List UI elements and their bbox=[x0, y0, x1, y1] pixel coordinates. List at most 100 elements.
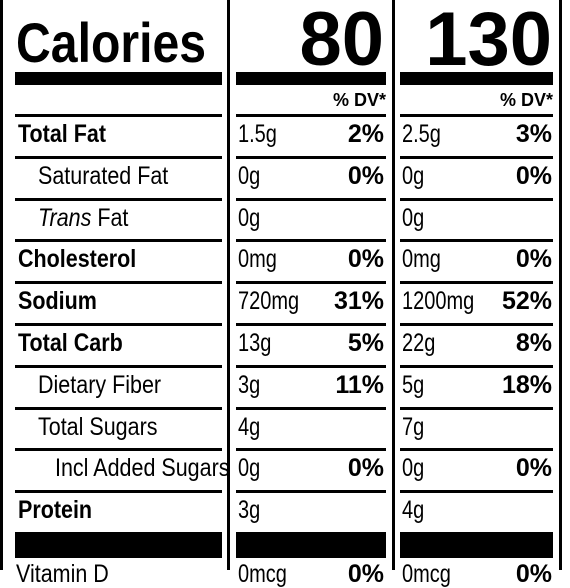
row-divider-header-2 bbox=[400, 114, 553, 117]
amount-serving-2-dietary-fiber: 5g bbox=[402, 370, 425, 399]
dv-serving-1-saturated-fat: 0% bbox=[347, 161, 384, 190]
amount-serving-1-total-sugars: 4g bbox=[238, 412, 261, 441]
vitamin-thick-rule bbox=[15, 532, 222, 558]
nutrient-name-text: Dietary Fiber bbox=[38, 370, 162, 399]
amount-serving-1-trans-fat: 0g bbox=[238, 203, 261, 232]
dv-serving-1-added-sugars: 0% bbox=[347, 454, 384, 483]
amount-serving-1-added-sugars: 0g bbox=[238, 454, 261, 483]
amount-serving-1-saturated-fat: 0g bbox=[238, 161, 261, 190]
dv-serving-1-sodium: 31% bbox=[333, 287, 384, 316]
row-divider-dietary-fiber-2 bbox=[400, 406, 553, 410]
nutrient-name-text: Total Fat bbox=[18, 120, 106, 148]
nutrient-name-total-fat: Total Fat bbox=[18, 122, 106, 147]
dv-serving-2-cholesterol: 0% bbox=[515, 245, 552, 274]
nutrient-name-trans-fat: Trans Fat bbox=[38, 203, 129, 232]
row-divider-added-sugars-0 bbox=[15, 490, 222, 494]
amount-serving-1-sodium: 720mg bbox=[238, 287, 300, 316]
row-divider-trans-fat-0 bbox=[15, 239, 222, 243]
dv-serving-2-total-carb: 8% bbox=[515, 329, 552, 357]
amount-serving-1-cholesterol: 0mg bbox=[238, 245, 277, 274]
dv-serving-1-total-carb: 5% bbox=[347, 329, 384, 357]
calories-thick-rule-col1 bbox=[236, 72, 386, 85]
nutrient-name-dietary-fiber: Dietary Fiber bbox=[38, 370, 162, 399]
nutrient-name-total-carb: Total Carb bbox=[18, 331, 123, 356]
left-border bbox=[0, 0, 3, 570]
amount-serving-2-saturated-fat: 0g bbox=[402, 161, 425, 190]
calories-value-serving-1: 80 bbox=[299, 0, 384, 82]
dv-serving-1-total-fat: 2% bbox=[347, 120, 384, 148]
calories-thick-rule-col2 bbox=[400, 72, 553, 85]
nutrient-name-sodium: Sodium bbox=[18, 289, 97, 314]
nutrient-name-text: Total Carb bbox=[18, 329, 123, 357]
amount-serving-2-total-fat: 2.5g bbox=[402, 120, 441, 148]
nutrient-name-cholesterol: Cholesterol bbox=[18, 247, 136, 272]
row-divider-trans-fat-1 bbox=[236, 239, 386, 243]
row-divider-cholesterol-0 bbox=[15, 281, 222, 285]
amount-serving-2-added-sugars: 0g bbox=[402, 454, 425, 483]
amount-serving-1-dietary-fiber: 3g bbox=[238, 370, 261, 399]
row-divider-sodium-1 bbox=[236, 323, 386, 326]
amount-serving-1-protein: 3g bbox=[238, 496, 261, 525]
dv-serving-2-sodium: 52% bbox=[501, 287, 552, 316]
row-divider-dietary-fiber-0 bbox=[15, 406, 222, 410]
dv-serving-1-dietary-fiber: 11% bbox=[335, 370, 384, 399]
amount-serving-2-total-carb: 22g bbox=[402, 329, 436, 357]
vitamin-d-label: Vitamin D bbox=[16, 560, 109, 588]
dv-serving-2-saturated-fat: 0% bbox=[515, 161, 552, 190]
nutrient-name-text: Sodium bbox=[18, 287, 97, 316]
nutrient-name-text: Fat bbox=[91, 203, 129, 232]
dv-serving-2-added-sugars: 0% bbox=[515, 454, 552, 483]
calories-label: Calories bbox=[16, 11, 207, 74]
amount-serving-2-trans-fat: 0g bbox=[402, 203, 425, 232]
nutrient-name-saturated-fat: Saturated Fat bbox=[38, 161, 169, 190]
column-divider-2 bbox=[392, 0, 395, 570]
vitamin-thick-rule-col2 bbox=[400, 532, 553, 558]
nutrient-name-total-sugars: Total Sugars bbox=[38, 412, 158, 441]
row-divider-added-sugars-1 bbox=[236, 490, 386, 494]
row-divider-total-fat-2 bbox=[400, 155, 553, 159]
row-divider-total-sugars-2 bbox=[400, 448, 553, 452]
nutrient-name-text: Incl Added Sugars bbox=[55, 454, 230, 483]
row-divider-total-sugars-0 bbox=[15, 448, 222, 452]
amount-serving-2-protein: 4g bbox=[402, 496, 425, 525]
vitamin-d-dv-serving-1: 0% bbox=[347, 560, 384, 588]
row-divider-sodium-0 bbox=[15, 323, 222, 326]
nutrient-name-text: Saturated Fat bbox=[38, 161, 169, 190]
dv-serving-2-total-fat: 3% bbox=[515, 120, 552, 148]
row-divider-dietary-fiber-1 bbox=[236, 406, 386, 410]
nutrient-name-italic: Trans bbox=[38, 203, 92, 232]
nutrient-name-text: Cholesterol bbox=[18, 245, 137, 274]
row-divider-sodium-2 bbox=[400, 323, 553, 326]
row-divider-saturated-fat-2 bbox=[400, 197, 553, 201]
dv-header-serving-2: % DV* bbox=[499, 90, 553, 110]
row-divider-total-carb-2 bbox=[400, 364, 553, 368]
row-divider-header-0 bbox=[15, 114, 222, 117]
row-divider-total-fat-1 bbox=[236, 155, 386, 159]
nutrient-name-protein: Protein bbox=[18, 498, 92, 523]
row-divider-added-sugars-2 bbox=[400, 490, 553, 494]
row-divider-saturated-fat-1 bbox=[236, 197, 386, 201]
nutrient-name-added-sugars: Incl Added Sugars bbox=[55, 456, 230, 481]
row-divider-total-fat-0 bbox=[15, 155, 222, 159]
row-divider-total-sugars-1 bbox=[236, 448, 386, 452]
column-divider-1 bbox=[227, 0, 230, 570]
row-divider-cholesterol-2 bbox=[400, 281, 553, 285]
row-divider-saturated-fat-0 bbox=[15, 197, 222, 201]
amount-serving-2-total-sugars: 7g bbox=[402, 412, 425, 441]
row-divider-total-carb-1 bbox=[236, 364, 386, 368]
amount-serving-1-total-fat: 1.5g bbox=[238, 120, 277, 148]
right-border bbox=[559, 0, 562, 570]
dv-serving-1-cholesterol: 0% bbox=[347, 245, 384, 274]
amount-serving-2-cholesterol: 0mg bbox=[402, 245, 441, 274]
row-divider-cholesterol-1 bbox=[236, 281, 386, 285]
dv-header-serving-1: % DV* bbox=[332, 90, 386, 110]
calories-value-serving-2: 130 bbox=[425, 0, 552, 82]
dv-serving-2-dietary-fiber: 18% bbox=[501, 370, 552, 399]
row-divider-total-carb-0 bbox=[15, 364, 222, 368]
calories-thick-rule bbox=[15, 72, 222, 85]
row-divider-header-1 bbox=[236, 114, 386, 117]
vitamin-d-dv-serving-2: 0% bbox=[515, 560, 552, 588]
row-divider-trans-fat-2 bbox=[400, 239, 553, 243]
nutrient-name-text: Total Sugars bbox=[38, 412, 158, 441]
amount-serving-2-sodium: 1200mg bbox=[402, 287, 475, 316]
